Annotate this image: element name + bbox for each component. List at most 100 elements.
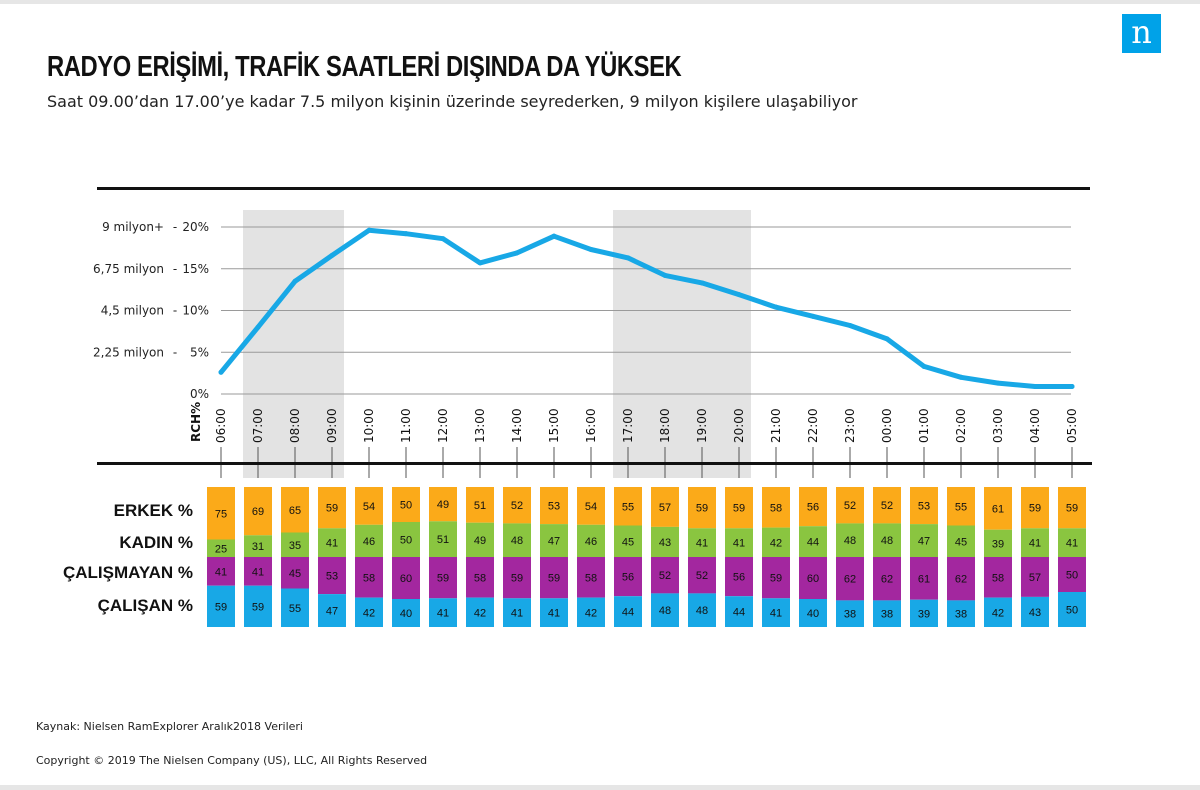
copyright-note: Copyright © 2019 The Nielsen Company (US… bbox=[36, 754, 428, 767]
bar-data-label: 43 bbox=[659, 537, 671, 549]
x-tick-label: 22:00 bbox=[806, 408, 820, 443]
bar-segment bbox=[207, 539, 235, 557]
bar-segment bbox=[836, 487, 864, 524]
reach-point bbox=[514, 250, 520, 256]
bar-data-label: 38 bbox=[955, 609, 967, 621]
bar-segment bbox=[1021, 487, 1049, 529]
bar-segment bbox=[614, 487, 642, 526]
x-tick-label: 09:00 bbox=[325, 408, 339, 443]
bar-data-label: 41 bbox=[770, 608, 782, 620]
bar-data-label: 52 bbox=[659, 570, 671, 582]
x-tick-label: 03:00 bbox=[991, 408, 1005, 443]
bar-segment bbox=[355, 524, 383, 557]
bar-segment bbox=[281, 532, 309, 557]
x-tick-label: 05:00 bbox=[1065, 408, 1079, 443]
bar-segment bbox=[651, 593, 679, 627]
reach-point bbox=[477, 260, 483, 266]
bar-segment bbox=[688, 487, 716, 529]
bar-segment bbox=[910, 599, 938, 627]
bar-data-label: 45 bbox=[622, 536, 634, 548]
bar-segment bbox=[503, 598, 531, 627]
bar-segment bbox=[910, 487, 938, 525]
bar-data-label: 59 bbox=[733, 503, 745, 515]
bar-data-label: 56 bbox=[807, 502, 819, 514]
bar-data-label: 62 bbox=[844, 574, 856, 586]
bar-data-label: 46 bbox=[363, 536, 375, 548]
bar-segment bbox=[244, 585, 272, 627]
x-tick-label: 01:00 bbox=[917, 408, 931, 443]
bar-segment bbox=[984, 529, 1012, 557]
reach-point bbox=[736, 292, 742, 298]
page-title: RADYO ERİŞİMİ, TRAFİK SAATLERİ DIŞINDA D… bbox=[47, 51, 682, 83]
bar-data-label: 48 bbox=[696, 605, 708, 617]
bar-data-label: 44 bbox=[733, 607, 745, 619]
reach-point bbox=[699, 280, 705, 286]
bar-segment bbox=[836, 557, 864, 601]
bar-segment bbox=[281, 588, 309, 627]
bar-data-label: 31 bbox=[252, 541, 264, 553]
bar-segment bbox=[799, 526, 827, 557]
bar-data-label: 42 bbox=[992, 607, 1004, 619]
bar-data-label: 62 bbox=[881, 574, 893, 586]
x-tick-label: 08:00 bbox=[288, 408, 302, 443]
reach-point bbox=[921, 363, 927, 369]
bar-data-label: 50 bbox=[1066, 570, 1078, 582]
x-tick-label: 11:00 bbox=[399, 408, 413, 443]
top-rule bbox=[97, 187, 1090, 190]
bar-data-label: 53 bbox=[548, 501, 560, 513]
bar-data-label: 55 bbox=[955, 501, 967, 513]
bar-data-label: 65 bbox=[289, 505, 301, 517]
shaded-range-0 bbox=[243, 210, 344, 478]
bar-data-label: 50 bbox=[1066, 605, 1078, 617]
bar-segment bbox=[503, 557, 531, 599]
bar-segment bbox=[466, 597, 494, 627]
row-label: ERKEK % bbox=[114, 501, 193, 520]
bar-data-label: 50 bbox=[400, 535, 412, 547]
bar-data-label: 40 bbox=[807, 608, 819, 620]
bar-segment bbox=[355, 597, 383, 627]
bar-data-label: 62 bbox=[955, 574, 967, 586]
reach-point bbox=[958, 374, 964, 380]
bar-data-label: 41 bbox=[733, 538, 745, 550]
bar-data-label: 56 bbox=[733, 572, 745, 584]
bar-segment bbox=[688, 528, 716, 557]
bar-segment bbox=[244, 535, 272, 557]
bar-segment bbox=[762, 487, 790, 528]
bar-segment bbox=[318, 528, 346, 557]
bar-data-label: 48 bbox=[511, 535, 523, 547]
bar-segment bbox=[799, 599, 827, 627]
bar-segment bbox=[577, 597, 605, 627]
grid-lines bbox=[221, 226, 1071, 395]
reach-point bbox=[1032, 383, 1038, 389]
x-tick-label: 16:00 bbox=[584, 408, 598, 443]
bar-segment bbox=[947, 557, 975, 601]
bar-segment bbox=[577, 557, 605, 598]
x-tick-label: 23:00 bbox=[843, 408, 857, 443]
bar-data-label: 55 bbox=[289, 603, 301, 615]
bar-data-label: 54 bbox=[585, 501, 597, 513]
bar-data-label: 40 bbox=[400, 608, 412, 620]
bar-data-label: 52 bbox=[511, 500, 523, 512]
x-tick-label: 07:00 bbox=[251, 408, 265, 443]
bar-segment bbox=[1058, 592, 1086, 627]
bar-segment bbox=[392, 522, 420, 557]
reach-point bbox=[773, 304, 779, 310]
reach-line bbox=[218, 227, 1075, 389]
bar-data-label: 41 bbox=[215, 566, 227, 578]
x-tick-label: 15:00 bbox=[547, 408, 561, 443]
bar-data-label: 41 bbox=[548, 608, 560, 620]
bar-data-label: 41 bbox=[696, 538, 708, 550]
bar-data-label: 47 bbox=[326, 606, 338, 618]
bar-segment bbox=[281, 487, 309, 533]
bar-segment bbox=[651, 487, 679, 527]
x-tick-label: 20:00 bbox=[732, 408, 746, 443]
x-tick-label: 18:00 bbox=[658, 408, 672, 443]
bar-segment bbox=[318, 487, 346, 529]
bar-data-label: 54 bbox=[363, 501, 375, 513]
bar-data-label: 41 bbox=[252, 566, 264, 578]
bar-segment bbox=[873, 523, 901, 557]
y-tick-dash: - bbox=[173, 304, 177, 318]
bar-segment bbox=[318, 594, 346, 627]
y-tick-label: 15% bbox=[182, 262, 209, 276]
bar-segment bbox=[725, 487, 753, 529]
